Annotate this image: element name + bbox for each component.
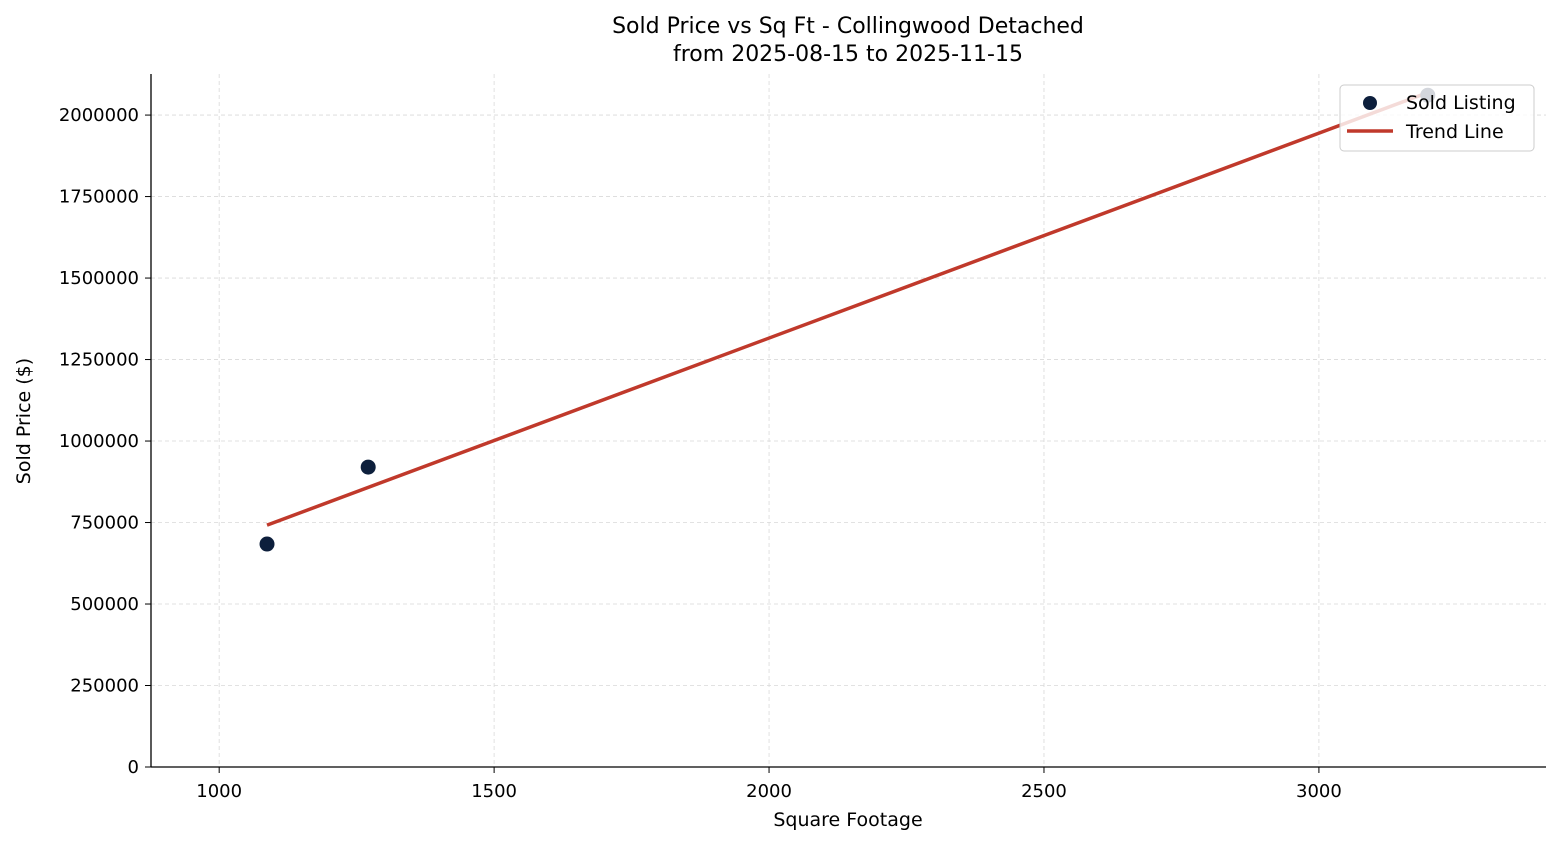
grid bbox=[151, 74, 1546, 767]
x-tick-label: 1000 bbox=[196, 781, 242, 802]
y-tick-label: 750000 bbox=[70, 513, 139, 534]
legend-box bbox=[1339, 84, 1535, 152]
y-tick-label: 1500000 bbox=[59, 268, 139, 289]
y-tick-label: 1000000 bbox=[59, 431, 139, 452]
x-tick-label: 2000 bbox=[746, 781, 792, 802]
x-axis-label: Square Footage bbox=[773, 809, 922, 831]
x-tick-label: 3000 bbox=[1296, 781, 1342, 802]
chart-title: Sold Price vs Sq Ft - Collingwood Detach… bbox=[612, 14, 1084, 39]
y-tick-label: 1750000 bbox=[59, 187, 139, 208]
y-tick-label: 250000 bbox=[70, 676, 139, 697]
y-tick-label: 1250000 bbox=[59, 350, 139, 371]
legend-label-sold-listing: Sold Listing bbox=[1406, 92, 1516, 114]
y-tick-label: 2000000 bbox=[59, 105, 139, 126]
chart-subtitle: from 2025-08-15 to 2025-11-15 bbox=[673, 42, 1023, 67]
ticks: 1000 1500 2000 2500 3000 0 250000 500000 750000 1… bbox=[59, 105, 1342, 802]
y-axis-label: Sold Price ($) bbox=[13, 358, 35, 484]
legend-label-trend-line: Trend Line bbox=[1405, 121, 1504, 143]
y-tick-label: 500000 bbox=[70, 594, 139, 615]
trend-line bbox=[266, 90, 1429, 527]
data-point bbox=[360, 459, 376, 475]
x-tick-label: 1500 bbox=[471, 781, 517, 802]
y-tick-label: 0 bbox=[128, 757, 139, 778]
trend-line-layer bbox=[266, 90, 1429, 527]
x-tick-label: 2500 bbox=[1021, 781, 1067, 802]
legend-marker-sold-listing bbox=[1363, 96, 1377, 110]
legend: Sold Listing Trend Line bbox=[1339, 84, 1535, 152]
data-point bbox=[259, 536, 275, 552]
